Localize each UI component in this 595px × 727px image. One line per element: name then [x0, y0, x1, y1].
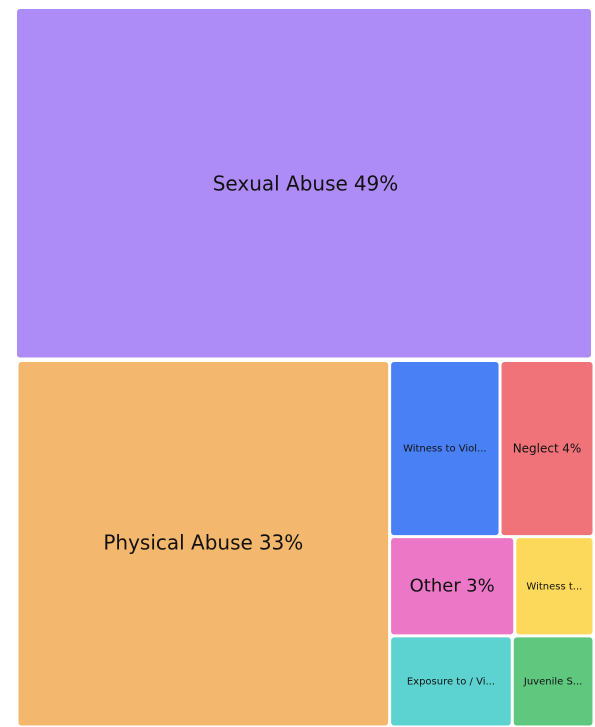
category-label: Juvenile S... — [523, 676, 582, 687]
tile-label: Physical Abuse 33% — [103, 530, 303, 554]
category-label: Sexual Abuse — [213, 171, 348, 195]
tile-label: Other 3% — [410, 575, 495, 596]
value-label: 4% — [562, 441, 581, 455]
tile — [516, 538, 593, 635]
category-label: Witness to Viol... — [403, 444, 487, 455]
tile-label: Neglect 4% — [513, 441, 582, 455]
tile — [391, 538, 514, 635]
category-label: Exposure to / Vi... — [407, 676, 495, 687]
tile-label: Exposure to / Vi... — [407, 676, 495, 687]
tile — [18, 361, 389, 726]
category-label: Other — [410, 575, 462, 596]
value-label: 49% — [354, 171, 398, 195]
category-label: Witness t... — [526, 581, 582, 592]
tile — [17, 9, 591, 358]
tile-label: Juvenile S... — [523, 676, 582, 687]
tile-label: Witness to Viol... — [403, 444, 487, 455]
category-label: Physical Abuse — [103, 530, 253, 554]
tile-label: Witness t... — [526, 581, 582, 592]
category-label: Neglect — [513, 441, 559, 455]
value-label: 33% — [259, 530, 303, 554]
tile-label: Sexual Abuse 49% — [213, 171, 399, 195]
tile — [513, 637, 593, 726]
tile — [501, 361, 593, 536]
tile — [391, 361, 499, 536]
tile — [391, 637, 511, 726]
value-label: 3% — [466, 575, 495, 596]
